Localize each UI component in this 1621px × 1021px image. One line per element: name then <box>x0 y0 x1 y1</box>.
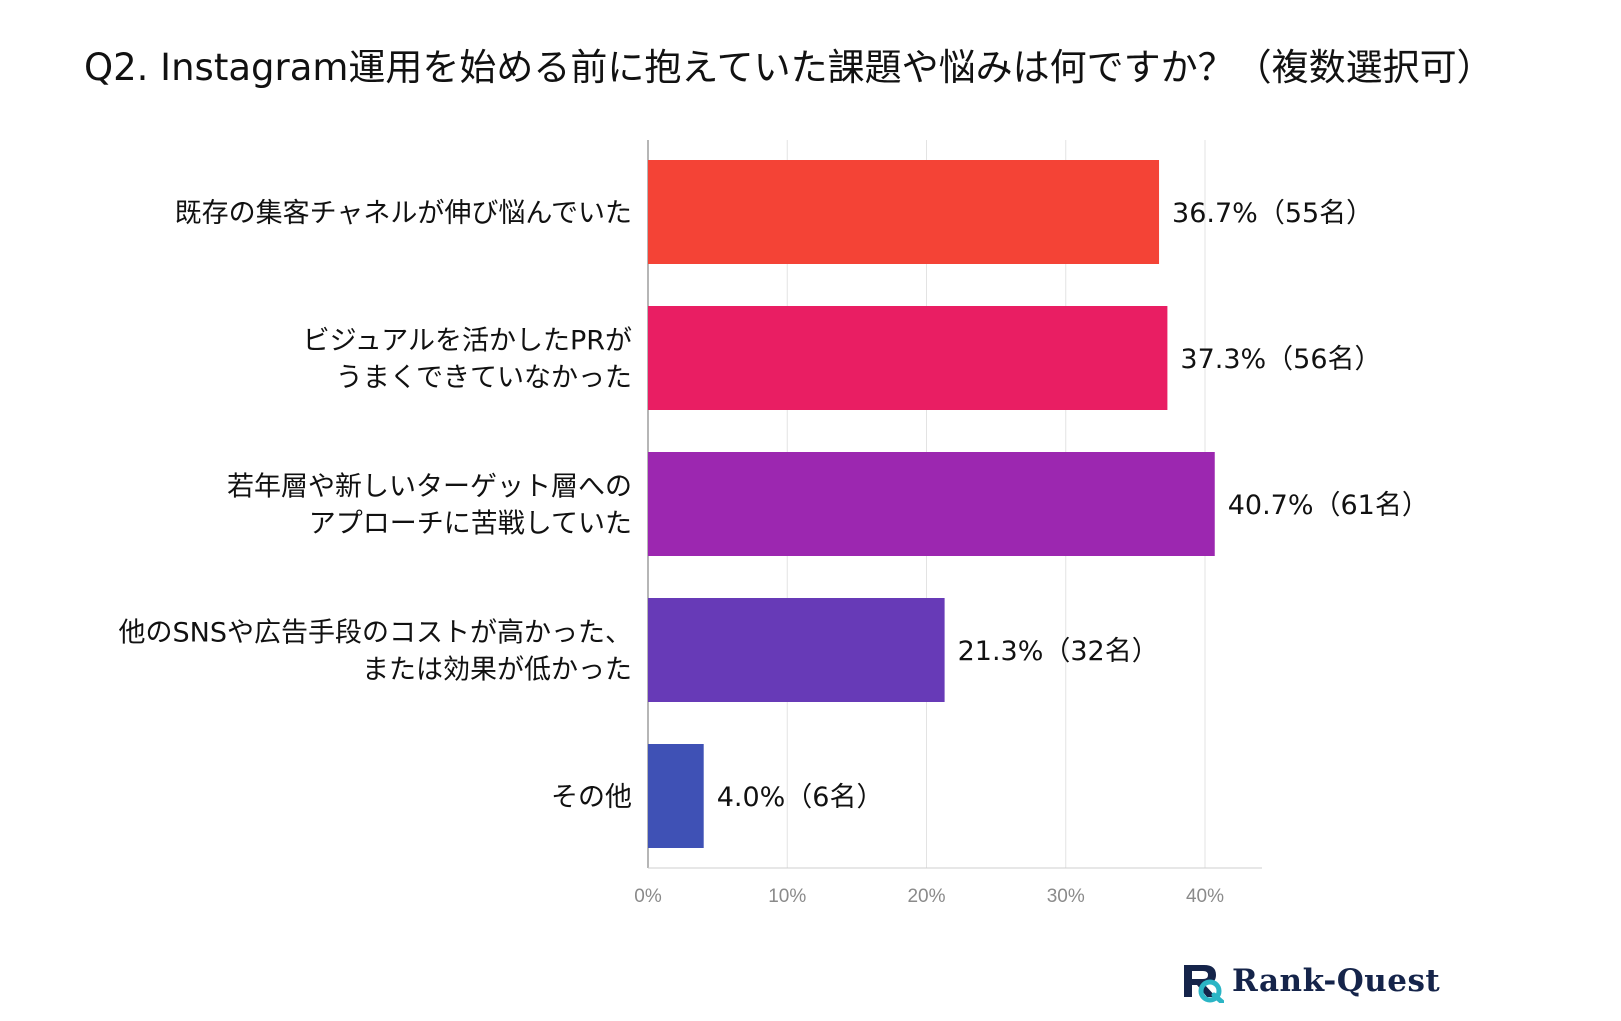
value-labels: 36.7%（55名） 37.3%（56名） 40.7%（61名） 21.3%（32名）… <box>717 198 1429 813</box>
bar <box>648 452 1215 556</box>
bar <box>648 598 945 702</box>
category-label: 他のSNSや広告手段のコストが高かった、 <box>119 618 632 649</box>
value-label: 4.0%（6名） <box>717 782 884 813</box>
category-label: その他 <box>551 782 632 813</box>
value-label: 37.3%（56名） <box>1180 344 1381 375</box>
category-label: 既存の集客チャネルが伸び悩んでいた <box>175 198 632 229</box>
category-labels: 既存の集客チャネルが伸び悩んでいたビジュアルを活かしたPRがうまくできていなかっ… <box>119 198 632 813</box>
category-label: アプローチに苦戦していた <box>309 509 632 540</box>
value-label: 21.3%（32名） <box>958 636 1159 667</box>
bar <box>648 744 704 848</box>
logo-text: Rank-Quest <box>1232 963 1441 999</box>
value-label: 40.7%（61名） <box>1228 490 1429 521</box>
value-label: 36.7%（55名） <box>1172 198 1373 229</box>
x-tick-label: 30% <box>1047 886 1085 907</box>
x-tick-label: 20% <box>907 886 945 907</box>
category-label: ビジュアルを活かしたPRが <box>303 326 632 357</box>
rank-quest-logo: Rank-Quest <box>1180 958 1440 1004</box>
bars <box>648 160 1215 848</box>
x-tick-label: 40% <box>1186 886 1224 907</box>
x-tick-labels: 0% 10% 20% 30% 40% <box>634 886 1224 907</box>
bar <box>648 306 1168 410</box>
category-label: 若年層や新しいターゲット層への <box>227 472 632 503</box>
x-tick-label: 10% <box>768 886 806 907</box>
category-label: または効果が低かった <box>362 655 632 686</box>
category-label: うまくできていなかった <box>336 363 632 394</box>
rank-quest-logo-icon <box>1184 965 1224 1003</box>
x-tick-label: 0% <box>634 886 662 907</box>
bar <box>648 160 1160 264</box>
chart-title: Q2. Instagram運用を始める前に抱えていた課題や悩みは何ですか？（複数… <box>84 46 1494 89</box>
